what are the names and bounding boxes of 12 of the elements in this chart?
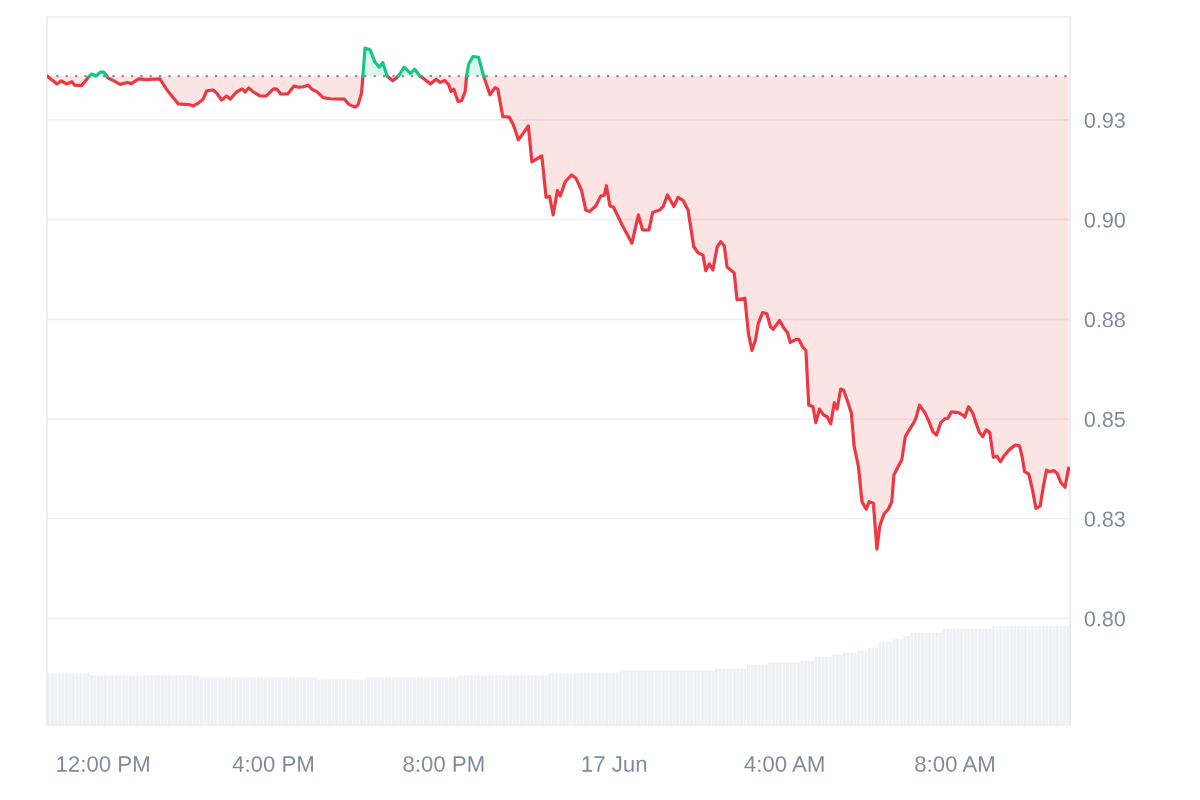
- x-tick-label: 4:00 AM: [744, 756, 824, 772]
- x-tick-label: 17 Jun: [582, 756, 647, 772]
- x-tick-label: 12:00 PM: [57, 756, 149, 772]
- y-tick-label: 0.83: [1084, 511, 1125, 527]
- y-tick-label: 0.80: [1084, 611, 1125, 627]
- x-tick-label: 4:00 PM: [232, 756, 314, 772]
- x-tick-label: 8:00 PM: [403, 756, 484, 772]
- x-tick-label: 8:00 AM: [915, 756, 994, 772]
- y-tick-label: 0.88: [1084, 312, 1125, 328]
- y-tick-label: 0.90: [1084, 212, 1125, 228]
- y-tick-label: 0.93: [1084, 112, 1125, 128]
- y-tick-label: 0.85: [1084, 411, 1125, 428]
